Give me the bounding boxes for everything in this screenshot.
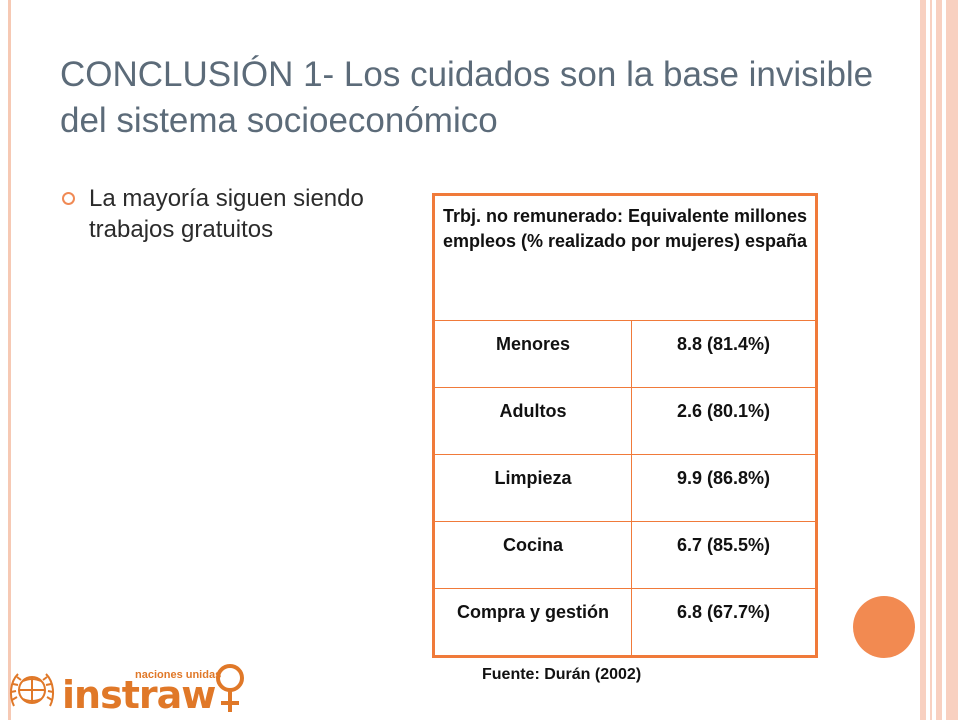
stripe: [936, 0, 942, 720]
row-value: 6.7 (85.5%): [631, 521, 817, 589]
row-value: 9.9 (86.8%): [631, 454, 817, 522]
left-frame-line: [8, 0, 11, 720]
row-value: 6.8 (67.7%): [631, 588, 817, 657]
bullet-circle-icon: [62, 192, 75, 205]
table-header-row: Trbj. no remunerado: Equivalente millone…: [433, 194, 817, 321]
row-label: Cocina: [433, 521, 632, 589]
table-row: Limpieza 9.9 (86.8%): [433, 454, 817, 522]
logo-wordmark: instraw: [62, 673, 216, 717]
table-row: Compra y gestión 6.8 (67.7%): [433, 588, 817, 657]
row-label: Limpieza: [433, 454, 632, 522]
instraw-logo: instraw naciones unidas: [6, 660, 256, 720]
un-emblem-icon: [9, 673, 55, 707]
row-label: Adultos: [433, 387, 632, 455]
data-table: Trbj. no remunerado: Equivalente millone…: [432, 193, 818, 658]
table-row: Cocina 6.7 (85.5%): [433, 521, 817, 589]
stripe: [920, 0, 926, 720]
stripe: [946, 0, 958, 720]
logo-subtitle: naciones unidas: [135, 669, 222, 681]
row-value: 2.6 (80.1%): [631, 387, 817, 455]
decorative-orange-circle: [853, 596, 915, 658]
source-note: Fuente: Durán (2002): [482, 666, 642, 683]
row-value: 8.8 (81.4%): [631, 320, 817, 388]
slide-title: CONCLUSIÓN 1- Los cuidados son la base i…: [60, 55, 874, 140]
right-decorative-stripes: [920, 0, 960, 720]
female-symbol-icon: [216, 664, 244, 712]
bullet-point: La mayoría siguen siendo trabajos gratui…: [62, 183, 389, 245]
row-label: Compra y gestión: [433, 588, 632, 657]
table-row: Menores 8.8 (81.4%): [433, 320, 817, 388]
bullet-text: La mayoría siguen siendo trabajos gratui…: [89, 185, 364, 243]
stripe: [930, 0, 932, 720]
table-header: Trbj. no remunerado: Equivalente millone…: [433, 194, 817, 321]
row-label: Menores: [433, 320, 632, 388]
table-row: Adultos 2.6 (80.1%): [433, 387, 817, 455]
